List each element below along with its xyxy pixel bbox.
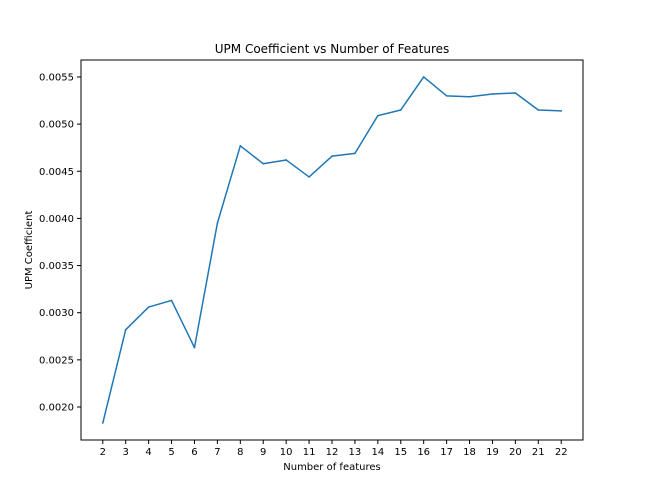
- data-point: [262, 162, 265, 165]
- y-tick-label: 0.0025: [39, 355, 74, 366]
- data-point: [399, 109, 402, 111]
- data-point: [537, 109, 540, 111]
- x-tick-label: 21: [532, 447, 545, 458]
- data-point: [101, 422, 104, 424]
- series-line: [102, 76, 562, 424]
- data-point: [445, 95, 448, 97]
- x-tick-label: 5: [168, 447, 174, 458]
- x-tick-label: 18: [463, 447, 476, 458]
- x-tick-label: 12: [326, 447, 339, 458]
- data-point: [239, 145, 242, 147]
- plot-area: 2 3 4 5 6 7 8 9 10 11 12 13 14 15 16 17 18 19 20 21 22 0.002…: [39, 59, 584, 458]
- x-tick-label: 17: [440, 447, 453, 458]
- y-tick-label: 0.0040: [39, 214, 74, 225]
- y-tick-label: 0.0030: [39, 308, 74, 319]
- data-point: [124, 328, 127, 331]
- series-group: [101, 76, 563, 424]
- plot-frame: [80, 59, 584, 441]
- data-point: [193, 346, 196, 349]
- data-point: [377, 114, 379, 117]
- data-point: [170, 299, 173, 302]
- x-tick-label: 7: [214, 447, 220, 458]
- y-axis-label: UPM Coefficient: [24, 211, 35, 290]
- data-point: [308, 176, 310, 178]
- x-tick-label: 6: [191, 447, 197, 458]
- x-tick-label: 8: [237, 447, 243, 458]
- x-tick-label: 19: [486, 447, 499, 458]
- data-point: [147, 306, 150, 308]
- y-tick-label: 0.0050: [39, 120, 74, 131]
- x-tick-label: 15: [394, 447, 407, 458]
- x-tick-label: 4: [145, 447, 151, 458]
- x-tick-label: 22: [555, 447, 568, 458]
- data-point: [354, 152, 356, 155]
- chart-title: UPM Coefficient vs Number of Features: [215, 42, 450, 56]
- x-tick-label: 3: [123, 447, 129, 458]
- data-point: [422, 76, 425, 78]
- x-tick-label: 11: [303, 447, 316, 458]
- data-point: [216, 222, 219, 224]
- x-axis-ticks: 2 3 4 5 6 7 8 9 10 11 12 13 14 15 16 17 18 19 20 21 22: [100, 440, 568, 458]
- x-axis-label: Number of features: [283, 462, 380, 473]
- y-tick-label: 0.0045: [39, 167, 74, 178]
- data-point: [331, 155, 333, 157]
- data-point: [560, 110, 563, 112]
- x-tick-label: 2: [100, 447, 106, 458]
- y-tick-label: 0.0055: [39, 72, 74, 83]
- y-tick-label: 0.0020: [39, 402, 74, 413]
- y-tick-label: 0.0035: [39, 261, 74, 272]
- data-point: [468, 95, 471, 98]
- data-point: [285, 159, 287, 161]
- x-tick-label: 9: [260, 447, 266, 458]
- x-tick-label: 14: [371, 447, 384, 458]
- x-tick-label: 16: [417, 447, 430, 458]
- x-tick-label: 20: [509, 447, 522, 458]
- data-point: [514, 92, 517, 94]
- y-axis-ticks: 0.0020 0.0025 0.0030 0.0035 0.0040 0.0045 0.00…: [39, 72, 81, 413]
- x-tick-label: 13: [349, 447, 362, 458]
- x-tick-label: 10: [280, 447, 293, 458]
- data-point: [491, 93, 494, 95]
